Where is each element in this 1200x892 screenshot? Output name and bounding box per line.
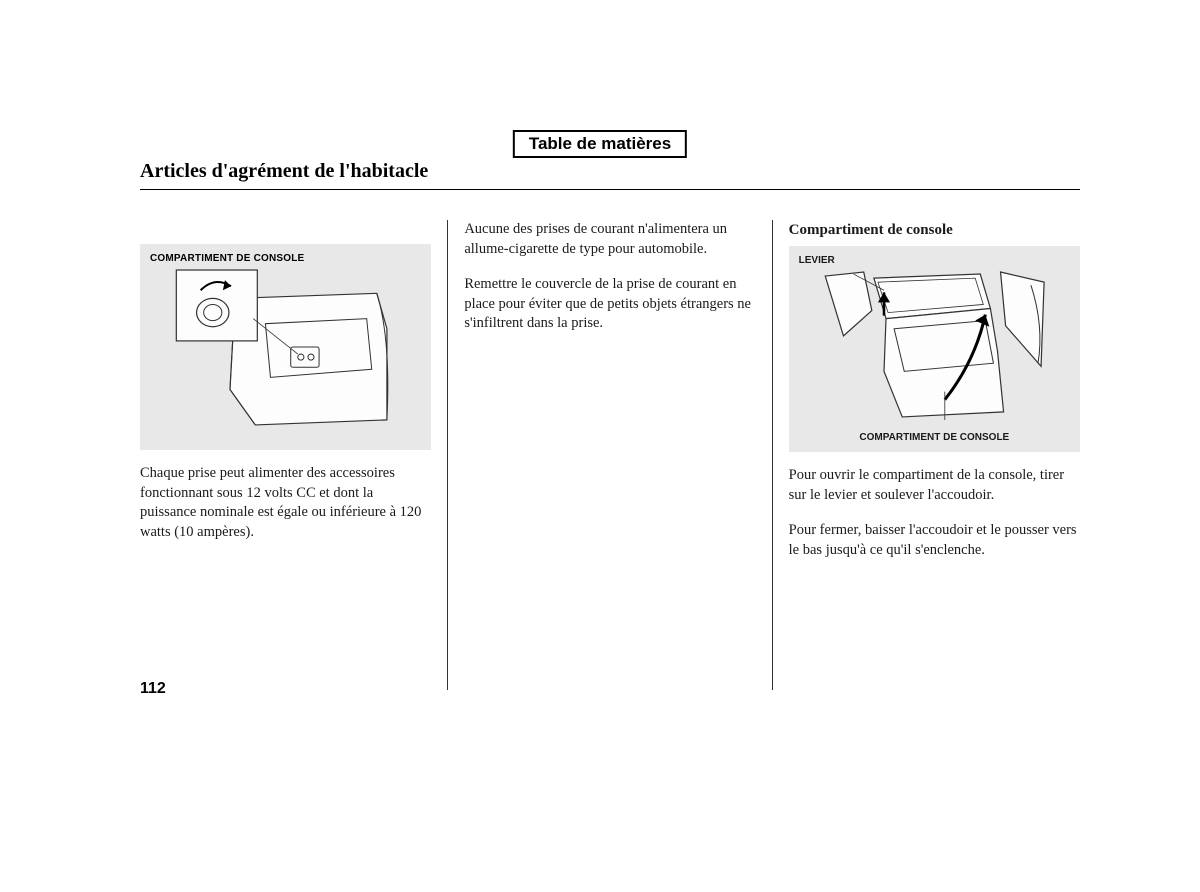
- col3-subheading: Compartiment de console: [789, 220, 1080, 240]
- manual-page: Table de matières Articles d'agrément de…: [0, 0, 1200, 730]
- col1-paragraph-1: Chaque prise peut alimenter des accessoi…: [140, 464, 431, 542]
- column-1: COMPARTIMENT DE CONSOLE: [140, 220, 445, 690]
- figure-drawing-right: [803, 270, 1066, 422]
- col3-paragraph-1: Pour ouvrir le compartiment de la consol…: [789, 466, 1080, 505]
- column-3: Compartiment de console LEVIER: [775, 220, 1080, 690]
- page-number: 112: [140, 680, 166, 698]
- figure-label-levier: LEVIER: [799, 254, 1070, 268]
- figure-label-bottom: COMPARTIMENT DE CONSOLE: [789, 431, 1080, 445]
- column-divider-2: [772, 220, 773, 690]
- page-title: Articles d'agrément de l'habitacle: [140, 160, 1080, 183]
- figure-drawing-left: [154, 268, 417, 430]
- column-2: Aucune des prises de courant n'alimenter…: [450, 220, 769, 690]
- column-divider-1: [447, 220, 448, 690]
- console-open-illustration: [803, 270, 1066, 422]
- toc-button[interactable]: Table de matières: [513, 130, 687, 158]
- figure-console-left: COMPARTIMENT DE CONSOLE: [140, 244, 431, 450]
- col3-paragraph-2: Pour fermer, baisser l'accoudoir et le p…: [789, 521, 1080, 560]
- content-columns: COMPARTIMENT DE CONSOLE: [140, 220, 1080, 690]
- console-outlet-illustration: [154, 268, 417, 430]
- figure-label-top: COMPARTIMENT DE CONSOLE: [150, 252, 421, 266]
- figure-console-right: LEVIER: [789, 246, 1080, 452]
- col2-paragraph-1: Aucune des prises de courant n'alimenter…: [464, 220, 755, 259]
- title-rule: [140, 189, 1080, 190]
- col2-paragraph-2: Remettre le couvercle de la prise de cou…: [464, 275, 755, 334]
